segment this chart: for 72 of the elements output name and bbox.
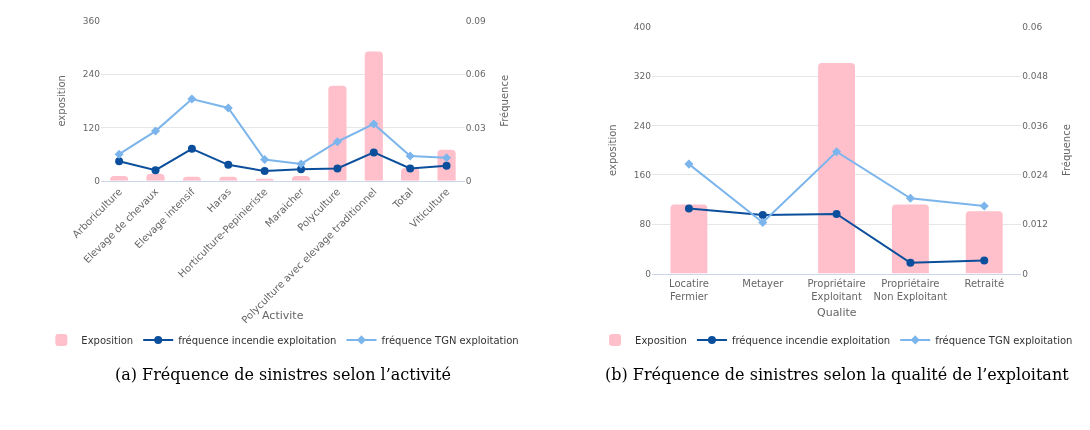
point (150, 126, 161, 136)
y2-tick-label: 0.06 (465, 69, 487, 80)
x-axis-title: Qualite (817, 306, 857, 319)
y-tick-label: 120 (82, 122, 101, 133)
y2-axis-title: Fréquence (498, 74, 510, 127)
point (223, 103, 233, 113)
point (296, 159, 306, 169)
y2-tick-label: 0.012 (1022, 219, 1048, 230)
x-tick-label: Propriétaire Non Exploitant (873, 277, 948, 302)
y2-tick-label: 0.024 (1022, 169, 1049, 180)
y2-tick-label: 0.048 (1022, 71, 1049, 82)
y2-tick-label: 0 (465, 176, 472, 186)
point (442, 153, 452, 163)
bar (670, 204, 708, 274)
y-axis-title: exposition (606, 124, 618, 176)
y-tick-label: 80 (639, 219, 652, 230)
y-tick-label: 360 (82, 16, 101, 26)
point (369, 119, 379, 129)
y-tick-label: 160 (633, 169, 652, 180)
point (905, 193, 915, 203)
point (115, 157, 124, 166)
point (684, 204, 693, 213)
point (333, 164, 342, 173)
x-tick-label: Retraité (964, 277, 1005, 289)
x-tick-label: Propriétaire Exploitant (807, 277, 866, 302)
legend-label: fréquence incendie exploitation (178, 334, 337, 346)
point (224, 160, 233, 169)
text: (a) Fréquence de sinistres selon l’activité (115, 365, 451, 384)
y2-tick-label: 0 (1022, 268, 1029, 279)
point (758, 217, 768, 228)
point (758, 211, 767, 220)
point (979, 201, 989, 211)
point (332, 137, 342, 147)
point (114, 149, 124, 159)
y-tick-label: 240 (633, 120, 652, 131)
bar (328, 85, 347, 181)
point (684, 159, 694, 169)
bar (891, 204, 929, 274)
point (369, 148, 378, 157)
y2-tick-label: 0.06 (1022, 21, 1043, 32)
legend-label: fréquence TGN exploitation (935, 334, 1073, 346)
point (187, 144, 196, 153)
point (906, 258, 915, 267)
point (980, 256, 989, 265)
point (832, 209, 841, 218)
bar (965, 211, 1003, 274)
y-axis-title: exposition (55, 75, 67, 127)
y-tick-label: 0 (645, 268, 652, 279)
point (832, 147, 842, 157)
bar (364, 51, 383, 181)
legend-label: fréquence TGN exploitation (381, 334, 519, 346)
y2-tick-label: 0.03 (465, 122, 486, 133)
y2-tick-label: 0.09 (465, 16, 487, 26)
point (151, 166, 160, 175)
legend-label: fréquence incendie exploitation (731, 334, 891, 346)
legend-label: Exposition (81, 334, 134, 346)
point (187, 94, 197, 104)
point (260, 167, 269, 176)
x-tick-label: Locatire Fermier (668, 277, 709, 302)
text: (b) Fréquence de sinistres selon la qualité de l’exploitant (605, 365, 1070, 384)
y-tick-label: 0 (94, 176, 101, 186)
y2-tick-label: 0.036 (1022, 120, 1049, 131)
point (406, 164, 415, 173)
legend-label: Exposition (635, 334, 687, 346)
y-tick-label: 240 (82, 69, 101, 80)
y-tick-label: 400 (633, 21, 652, 32)
y-tick-label: 320 (633, 71, 652, 82)
point (405, 151, 415, 161)
bar (818, 63, 856, 274)
point (260, 154, 270, 165)
x-tick-label: Metayer (742, 277, 785, 289)
y2-axis-title: Fréquence (1060, 124, 1072, 177)
